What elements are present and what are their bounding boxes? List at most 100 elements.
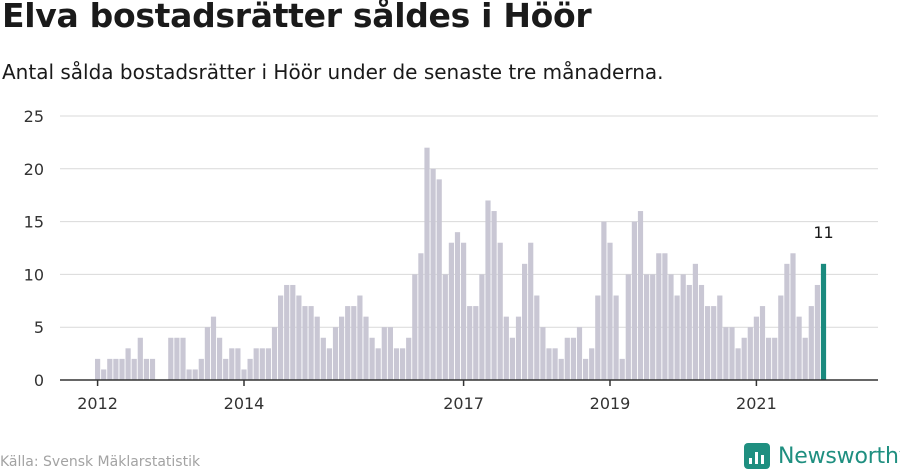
x-tick-label: 2012 (77, 394, 118, 413)
bar (412, 274, 418, 380)
bar (631, 221, 637, 380)
x-tick-label: 2017 (443, 394, 484, 413)
bar (509, 337, 515, 380)
source-note: Källa: Svensk Mäklarstatistik (0, 454, 201, 470)
bar (808, 306, 814, 380)
bar (192, 369, 198, 380)
bar (137, 337, 143, 380)
y-tick-label: 15 (24, 213, 44, 232)
bar (705, 306, 711, 380)
bar (290, 284, 296, 380)
bar (381, 327, 387, 380)
bar (485, 200, 491, 380)
bar (766, 337, 772, 380)
bar (113, 358, 119, 380)
bar (814, 284, 820, 380)
bar (723, 327, 729, 380)
bar (95, 358, 101, 380)
newsworthy-logo-icon (744, 443, 770, 469)
bar (522, 263, 528, 380)
bar (363, 316, 369, 380)
bar (619, 358, 625, 380)
bar (332, 327, 339, 380)
bar (217, 337, 223, 380)
bar (613, 295, 619, 380)
bar (473, 306, 479, 380)
bar (735, 348, 741, 380)
bar (430, 168, 436, 380)
bar (119, 358, 125, 380)
bar (296, 295, 302, 380)
bar (552, 348, 558, 380)
bar (772, 337, 778, 380)
bar (662, 253, 668, 380)
bar (790, 253, 796, 380)
bar (680, 274, 686, 380)
bar (168, 337, 174, 380)
bar (729, 327, 735, 380)
bar (339, 316, 345, 380)
bar (131, 358, 137, 380)
chart-subtitle: Antal sålda bostadsrätter i Höör under d… (2, 60, 664, 84)
bar (125, 348, 131, 380)
y-tick-label: 5 (34, 318, 44, 337)
bar (467, 306, 473, 380)
grid-lines: 0 5 10 15 20 25 (24, 107, 878, 390)
bar (375, 348, 381, 380)
y-tick-label: 25 (24, 107, 44, 126)
bar (583, 358, 589, 380)
bar (650, 274, 656, 380)
bar (302, 306, 308, 380)
bar (186, 369, 192, 380)
bar (369, 337, 375, 380)
bar (589, 348, 595, 380)
x-axis: 2012 2014 2017 2019 2021 (60, 379, 878, 413)
bar (759, 306, 766, 380)
bar (235, 348, 241, 380)
bar (174, 337, 180, 380)
bar (320, 337, 326, 380)
bar (143, 358, 149, 380)
bar (278, 295, 284, 380)
bar (314, 316, 320, 380)
bar (393, 348, 400, 380)
bar (802, 337, 808, 380)
bar (698, 284, 705, 380)
bar (351, 306, 357, 380)
bar (674, 295, 680, 380)
bar (741, 337, 747, 380)
labels: 11 (813, 223, 833, 242)
bar (625, 274, 631, 380)
bar (717, 295, 723, 380)
bar (479, 274, 485, 380)
bar (308, 306, 314, 380)
bar (149, 358, 156, 380)
bar (570, 337, 576, 380)
x-tick-label: 2019 (590, 394, 631, 413)
bar (284, 284, 290, 380)
bar (668, 274, 674, 380)
bar (198, 358, 204, 380)
y-tick-label: 0 (34, 371, 44, 390)
bar (595, 295, 601, 380)
bar (210, 316, 217, 380)
bar (271, 327, 278, 380)
bar (503, 316, 509, 380)
bar (387, 327, 393, 380)
bar (357, 295, 363, 380)
bar (607, 242, 613, 380)
bar (259, 348, 265, 380)
x-tick-label: 2014 (224, 394, 265, 413)
bar (778, 295, 784, 380)
bar (223, 358, 229, 380)
bar-chart: 0 5 10 15 20 25 2012 2014 2017 2019 2021 11 (24, 107, 878, 413)
bar (229, 348, 235, 380)
bar (637, 211, 644, 380)
bar (564, 337, 570, 380)
brand-name: Newsworthy (778, 443, 900, 469)
bar (204, 327, 210, 380)
newsworthy-logo: Newsworthy (744, 440, 900, 472)
bar (753, 316, 759, 380)
bar (265, 348, 271, 380)
bar (644, 274, 650, 380)
